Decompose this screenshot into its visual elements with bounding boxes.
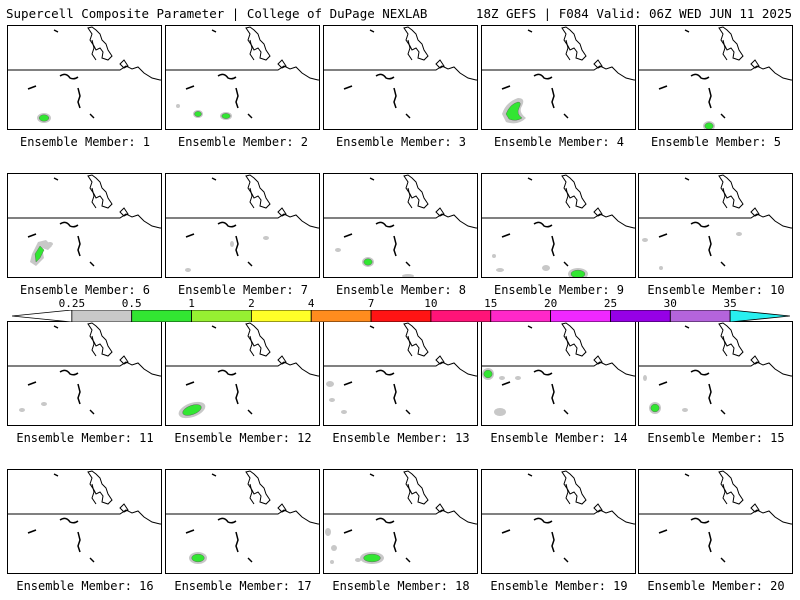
ensemble-member-caption: Ensemble Member: 11 <box>16 431 154 445</box>
ensemble-member-caption: Ensemble Member: 5 <box>650 135 782 149</box>
colorbar-tick-label: 0.25 <box>58 297 86 310</box>
colorbar-segment <box>550 310 611 322</box>
ensemble-member-map <box>481 321 636 426</box>
map-title: Supercell Composite Parameter | College … <box>6 6 428 21</box>
ensemble-member-map <box>323 469 478 574</box>
ensemble-member-caption: Ensemble Member: 15 <box>647 431 785 445</box>
ensemble-member-caption: Ensemble Member: 8 <box>335 283 467 297</box>
ensemble-member-map <box>165 321 320 426</box>
ensemble-member-map <box>481 25 636 130</box>
colorbar-tick-label: 20 <box>543 297 558 310</box>
colorbar-tick-label: 30 <box>663 297 677 310</box>
ensemble-member-caption: Ensemble Member: 3 <box>335 135 467 149</box>
colorbar-tick-label: 4 <box>307 297 315 310</box>
scp-map <box>166 470 319 564</box>
scp-map <box>639 322 792 415</box>
colorbar-segment <box>430 310 492 322</box>
ensemble-member-map <box>638 321 793 426</box>
ensemble-member-map <box>323 173 478 278</box>
ensemble-member-caption: Ensemble Member: 6 <box>19 283 151 297</box>
scp-map <box>482 470 635 563</box>
scp-map <box>639 26 792 129</box>
scp-map <box>324 322 477 415</box>
colorbar-segment <box>610 310 671 322</box>
ensemble-member-map <box>165 25 320 130</box>
ensemble-member-map <box>7 321 162 426</box>
ensemble-member-caption: Ensemble Member: 12 <box>174 431 312 445</box>
ensemble-member-map <box>165 173 320 278</box>
colorbar-tick-label: 25 <box>603 297 618 310</box>
ensemble-member-caption: Ensemble Member: 2 <box>177 135 309 149</box>
ensemble-member-map <box>323 25 478 130</box>
colorbar-segment <box>669 310 731 322</box>
scp-map <box>639 470 792 563</box>
scp-map <box>482 174 635 277</box>
ensemble-member-map <box>323 321 478 426</box>
scp-map <box>482 26 635 124</box>
colorbar-tick-label: 15 <box>484 297 498 310</box>
colorbar-segment <box>131 310 192 322</box>
ensemble-member-map <box>165 469 320 574</box>
scp-map <box>324 26 477 119</box>
colorbar-tick-label: 0.5 <box>121 297 142 310</box>
scp-map <box>324 470 477 564</box>
scp-map <box>482 322 635 416</box>
colorbar-tick-label: 2 <box>248 297 255 310</box>
ensemble-member-caption: Ensemble Member: 10 <box>647 283 785 297</box>
ensemble-member-caption: Ensemble Member: 18 <box>332 579 470 593</box>
scp-map <box>8 26 161 123</box>
colorbar: 0.25 0.5 1 2 4 7 10 15 20 25 30 35 <box>12 297 790 322</box>
scp-map <box>8 470 161 563</box>
ensemble-member-caption: Ensemble Member: 13 <box>332 431 470 445</box>
ensemble-member-caption: Ensemble Member: 17 <box>174 579 312 593</box>
scp-map <box>166 174 319 272</box>
ensemble-member-map <box>481 469 636 574</box>
ensemble-member-caption: Ensemble Member: 9 <box>493 283 625 297</box>
scp-map <box>639 174 792 270</box>
ensemble-member-map <box>7 173 162 278</box>
scp-map <box>166 26 319 120</box>
ensemble-member-map <box>638 469 793 574</box>
colorbar-tick-label: 1 <box>188 297 195 310</box>
colorbar-segment <box>490 310 552 322</box>
colorbar-segment <box>250 310 312 322</box>
scp-map <box>8 174 161 267</box>
ensemble-member-map <box>481 173 636 278</box>
scp-map <box>324 174 477 277</box>
colorbar-segment <box>310 310 372 322</box>
ensemble-member-map <box>7 469 162 574</box>
colorbar-segment <box>370 310 432 322</box>
ensemble-member-caption: Ensemble Member: 20 <box>647 579 785 593</box>
ensemble-member-caption: Ensemble Member: 19 <box>490 579 628 593</box>
ensemble-member-caption: Ensemble Member: 1 <box>19 135 151 149</box>
scp-map <box>166 322 319 419</box>
colorbar-tick-label: 35 <box>723 297 737 310</box>
colorbar-tick-label: 7 <box>367 297 375 310</box>
colorbar-segment <box>12 310 73 322</box>
ensemble-member-caption: Ensemble Member: 7 <box>177 283 309 297</box>
colorbar-segment <box>729 310 790 322</box>
ensemble-member-map <box>638 173 793 278</box>
colorbar-scale <box>12 310 790 322</box>
ensemble-member-map <box>638 25 793 130</box>
scp-map <box>8 322 161 415</box>
colorbar-tick-label: 10 <box>424 297 438 310</box>
valid-time-label: 18Z GEFS | F084 Valid: 06Z WED JUN 11 20… <box>475 6 792 21</box>
ensemble-member-caption: Ensemble Member: 4 <box>493 135 625 149</box>
ensemble-member-caption: Ensemble Member: 16 <box>16 579 154 593</box>
colorbar-segment <box>71 310 133 322</box>
colorbar-segment <box>191 310 252 322</box>
ensemble-member-caption: Ensemble Member: 14 <box>490 431 628 445</box>
ensemble-member-map <box>7 25 162 130</box>
